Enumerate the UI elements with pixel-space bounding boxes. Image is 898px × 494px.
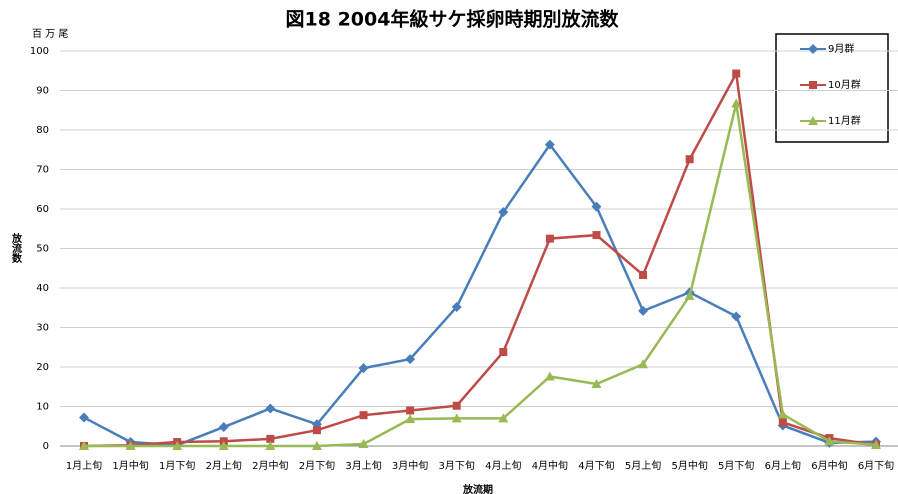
y-tick-label: 30 [36, 323, 49, 334]
point [685, 155, 694, 164]
x-tick-label: 1月中旬 [112, 459, 148, 472]
point [778, 418, 787, 427]
point [451, 301, 462, 312]
point [544, 139, 555, 150]
y-tick-label: 70 [36, 165, 49, 176]
point [684, 290, 695, 300]
point [451, 413, 462, 423]
point [358, 439, 369, 449]
point [266, 434, 275, 443]
point [406, 406, 415, 415]
series-line [83, 142, 877, 447]
x-tick-label: 3月上旬 [345, 459, 381, 472]
point [405, 354, 416, 365]
legend-box [775, 33, 889, 143]
point [265, 441, 276, 450]
legend-label: 9月群 [828, 42, 854, 55]
y-unit: 百 万 尾 [32, 28, 68, 40]
point [638, 305, 649, 316]
point [79, 412, 89, 423]
y-tick-label: 40 [36, 283, 49, 294]
legend-label: 10月群 [828, 78, 861, 91]
x-tick-label: 5月中旬 [671, 459, 707, 472]
x-tick-label: 4月中旬 [532, 459, 568, 472]
x-tick-label: 2月上旬 [206, 459, 242, 472]
x-tick-label: 4月上旬 [485, 459, 521, 472]
y-tick-label: 90 [36, 86, 49, 97]
y-axis-title: 放流数 [10, 232, 23, 264]
x-tick-label: 2月中旬 [252, 459, 288, 472]
point [638, 359, 649, 369]
point [871, 439, 881, 449]
x-tick-label: 1月上旬 [66, 459, 102, 472]
x-tick-label: 6月中旬 [811, 459, 847, 472]
y-tick-label: 100 [30, 46, 49, 57]
point [358, 363, 369, 374]
point [591, 378, 602, 388]
y-tick-label: 80 [36, 125, 49, 136]
point [218, 422, 229, 433]
point [312, 426, 321, 435]
point [405, 414, 416, 424]
point [591, 201, 602, 212]
point [125, 441, 136, 450]
point [218, 441, 229, 450]
x-tick-label: 3月下旬 [439, 459, 475, 472]
series-line [83, 69, 877, 448]
point [824, 436, 835, 446]
y-tick-label: 0 [43, 441, 49, 452]
point [545, 234, 554, 243]
point [498, 413, 509, 423]
point [544, 371, 555, 381]
point [311, 441, 322, 450]
x-tick-label: 6月上旬 [765, 459, 801, 472]
point [808, 116, 818, 125]
point [809, 81, 817, 89]
point [731, 311, 742, 322]
point [359, 411, 368, 420]
point [808, 44, 818, 54]
point [452, 401, 461, 410]
point [172, 441, 183, 450]
point [731, 98, 742, 108]
x-tick-label: 5月下旬 [718, 459, 754, 472]
x-tick-label: 6月下旬 [858, 459, 894, 472]
point [79, 441, 89, 450]
point [732, 69, 741, 78]
y-tick-label: 10 [36, 402, 49, 413]
point [777, 409, 788, 419]
point [498, 207, 509, 218]
point [639, 270, 648, 279]
point [499, 347, 508, 356]
x-tick-label: 1月下旬 [159, 459, 195, 472]
chart-title: 図18 2004年級サケ採卵時期別放流数 [286, 8, 620, 31]
legend-label: 11月群 [828, 114, 861, 127]
y-tick-label: 20 [36, 362, 49, 373]
x-tick-label: 2月下旬 [299, 459, 335, 472]
point [265, 403, 276, 414]
x-tick-label: 5月上旬 [625, 459, 661, 472]
x-axis-title: 放流期 [462, 483, 493, 494]
y-tick-label: 50 [36, 244, 49, 255]
series-line [84, 103, 877, 448]
y-tick-label: 60 [36, 204, 49, 215]
x-tick-label: 4月下旬 [578, 459, 614, 472]
x-tick-label: 3月中旬 [392, 459, 428, 472]
point [592, 231, 601, 240]
